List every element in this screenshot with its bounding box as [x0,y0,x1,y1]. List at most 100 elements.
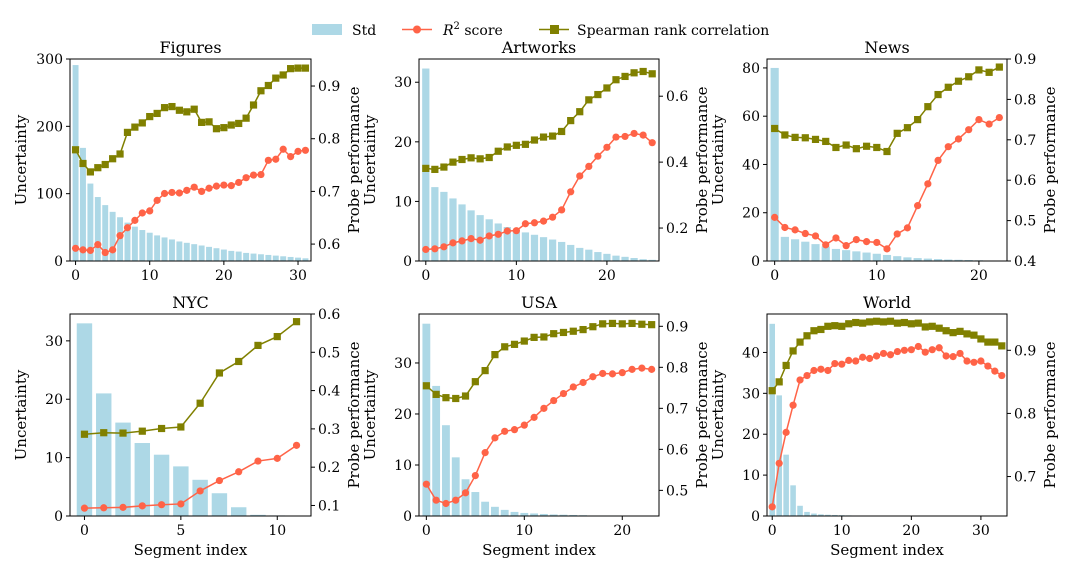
spearman-point [775,378,783,386]
spearman-point [521,140,530,148]
spearman-point [862,142,871,150]
r2-point [879,349,888,358]
std-bar [115,422,131,516]
right-tick-label: 0.9 [666,319,688,335]
plot-frame [69,313,312,517]
chart-title: News [864,38,909,57]
spearman-point [422,382,430,390]
r2-point [190,183,198,191]
std-bar [882,254,892,261]
x-axis-label: Segment index [134,541,248,559]
spearman-point [431,165,439,173]
chart-title: USA [521,293,557,312]
r2-point [432,496,440,504]
r2-point [775,459,783,467]
spearman-point [558,127,566,136]
r2-point [928,346,936,354]
std-bar [442,425,450,516]
right-tick-label: 0.4 [318,384,340,400]
spearman-point [832,143,840,152]
r2-point [123,224,132,232]
spearman-point [594,90,602,99]
r2-point [949,353,957,361]
left-tick-label: 0 [403,509,412,525]
spearman-point [648,321,656,329]
std-bar [852,251,861,261]
spearman-point [452,394,460,403]
spearman-point [771,124,779,133]
r2-point [431,245,439,253]
r2-point [771,213,779,221]
r2-point [621,132,629,141]
r2-point [301,146,310,154]
r2-point [215,476,224,485]
r2-point [638,364,646,372]
r2-point [998,371,1006,380]
right-tick-label: 0.4 [1014,254,1036,270]
std-bar [559,514,568,516]
spearman-point [550,330,558,338]
spearman-point [94,164,102,172]
r2-point [970,358,978,366]
spearman-point [485,153,493,162]
std-bar [481,501,490,516]
r2-point [791,226,799,234]
spearman-point [900,318,908,327]
std-bar [783,454,789,516]
spearman-point [579,325,587,334]
std-bar [250,514,266,516]
spearman-point [157,424,166,433]
spearman-point [476,155,484,163]
std-bar [913,258,922,261]
spearman-point [175,106,183,114]
std-bar [173,466,189,516]
left-axis-label: Uncertainty [709,114,727,205]
x-tick-label: 5 [176,523,185,539]
spearman-point [781,131,789,139]
r2-point [822,241,830,249]
r2-point [977,357,985,365]
left-axis-label: Uncertainty [12,369,30,460]
r2-point [612,133,620,141]
std-bar [220,249,227,261]
spearman-point [893,319,902,327]
r2-point [279,145,287,153]
left-tick-label: 80 [742,61,760,77]
legend-r2-label-sup: 2 [454,21,460,32]
right-tick-label: 0.5 [1014,214,1036,230]
spearman-point [510,340,519,348]
left-tick-label: 40 [742,345,760,361]
spearman-point [190,105,198,113]
r2-point [924,180,932,188]
right-tick-label: 0.7 [1014,470,1036,486]
r2-point [914,202,922,210]
spearman-point [984,338,992,346]
spearman-point [183,108,191,116]
spearman-point [264,81,272,90]
spearman-point [975,66,983,74]
r2-point [292,441,301,449]
r2-point [569,383,577,391]
std-bar [471,492,480,516]
r2-point [594,152,602,160]
std-bar [440,191,448,261]
r2-point [842,242,850,250]
r2-line [425,367,652,505]
std-bar [458,204,466,261]
r2-point [183,186,191,194]
legend-std-label: Std [352,23,376,39]
r2-point [781,223,789,232]
r2-point [991,367,999,375]
r2-point [71,244,80,252]
spearman-point [116,150,124,158]
right-tick-label: 0.7 [1014,133,1036,149]
chart-panel-figures: 0 100 200 300 0.6 0.7 0.8 0.9 0 10 20 30 Figures Unce… [12,38,363,284]
spearman-point [301,64,310,72]
spearman-point [101,160,109,169]
r2-point [984,362,992,370]
spearman-point [576,108,584,116]
r2-point [101,248,109,257]
r2-point [494,230,502,238]
spearman-point [100,429,108,437]
x-tick-label: 10 [141,268,159,284]
